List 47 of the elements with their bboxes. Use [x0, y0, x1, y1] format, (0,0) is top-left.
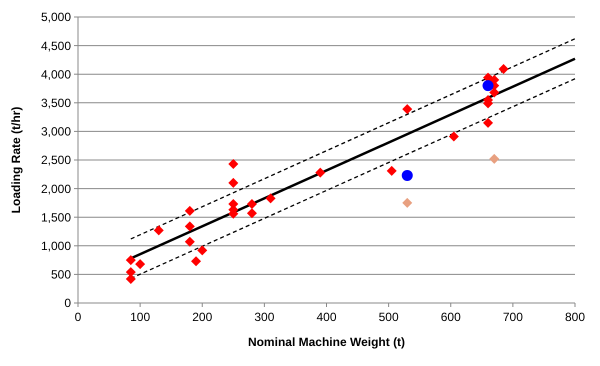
- x-tick-label: 300: [254, 310, 275, 324]
- x-tick-label: 800: [564, 310, 586, 324]
- y-axis-title: Loading Rate (t/hr): [9, 106, 23, 214]
- point: [154, 225, 164, 236]
- y-tick-label: 4,500: [40, 38, 72, 53]
- point: [184, 206, 195, 216]
- point: [402, 170, 413, 181]
- y-tick-label: 5,000: [40, 10, 72, 24]
- point: [126, 267, 136, 278]
- point: [266, 193, 276, 204]
- y-tick-label: 3,000: [40, 124, 72, 139]
- point: [228, 178, 238, 188]
- y-tick-label: 2,500: [40, 153, 72, 168]
- point: [498, 64, 509, 74]
- x-tick-label: 0: [74, 310, 82, 324]
- point: [402, 198, 412, 208]
- point: [184, 221, 195, 232]
- point: [402, 104, 412, 114]
- point: [489, 154, 500, 164]
- x-tick-label: 100: [130, 310, 150, 324]
- point: [135, 259, 146, 270]
- y-tick-label: 1,500: [40, 210, 72, 224]
- x-tick-label: 700: [502, 310, 524, 324]
- point: [246, 208, 257, 218]
- x-tick-label: 500: [378, 310, 399, 324]
- point: [228, 159, 238, 170]
- y-tick-label: 1,000: [40, 239, 72, 253]
- point: [126, 255, 136, 266]
- y-tick-label: 4,000: [40, 67, 72, 82]
- y-tick-label: 500: [50, 268, 72, 282]
- x-tick-label: 600: [440, 310, 462, 324]
- point: [184, 236, 195, 247]
- x-tick-label: 200: [192, 310, 213, 324]
- point: [482, 80, 494, 92]
- point: [489, 88, 500, 98]
- point: [246, 199, 257, 210]
- y-tick-label: 3,500: [40, 96, 72, 110]
- point: [315, 168, 326, 178]
- x-tick-label: 400: [316, 310, 337, 324]
- point: [191, 256, 202, 266]
- point: [197, 245, 208, 256]
- point: [448, 132, 459, 142]
- y-tick-label: 2,000: [40, 182, 72, 196]
- point: [483, 118, 494, 128]
- point: [386, 166, 397, 176]
- x-axis-title: Nominal Machine Weight (t): [248, 335, 406, 349]
- y-tick-label: 0: [64, 296, 72, 310]
